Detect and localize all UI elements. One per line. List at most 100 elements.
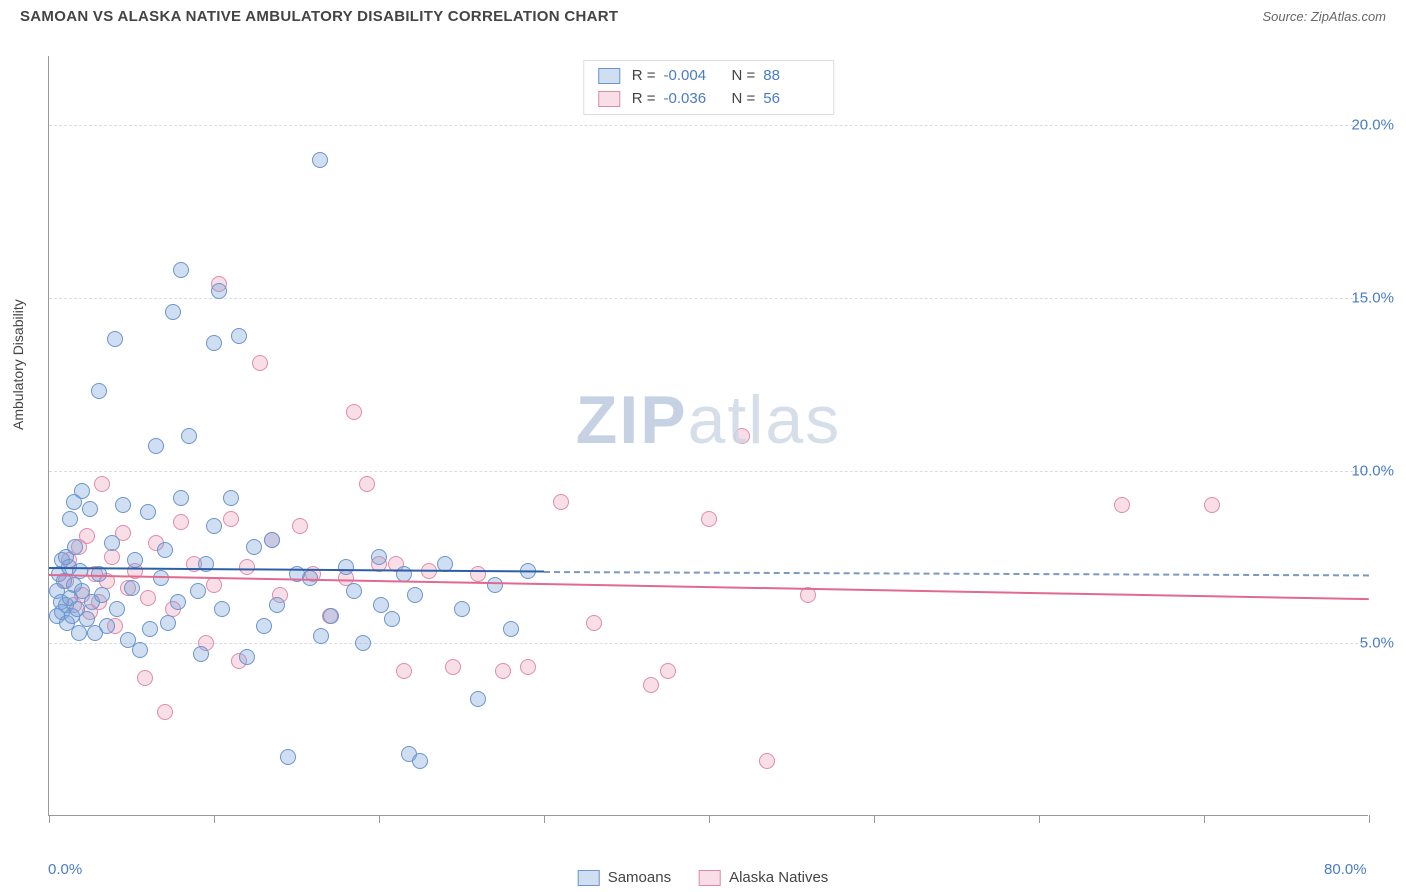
x-tick — [874, 815, 875, 823]
data-point — [109, 601, 125, 617]
data-point — [115, 497, 131, 513]
data-point — [165, 304, 181, 320]
data-point — [338, 559, 354, 575]
legend-item-samoans: Samoans — [578, 869, 671, 886]
trend-line — [544, 571, 1369, 576]
data-point — [371, 549, 387, 565]
data-point — [660, 663, 676, 679]
scatter-chart: ZIPatlas R = -0.004 N = 88 R = -0.036 N … — [48, 56, 1368, 816]
data-point — [701, 511, 717, 527]
data-point — [359, 476, 375, 492]
data-point — [454, 601, 470, 617]
data-point — [495, 663, 511, 679]
data-point — [99, 618, 115, 634]
y-tick-label: 20.0% — [1351, 117, 1394, 134]
data-point — [280, 749, 296, 765]
data-point — [82, 501, 98, 517]
x-tick — [709, 815, 710, 823]
data-point — [140, 504, 156, 520]
legend-item-alaska: Alaska Natives — [699, 869, 828, 886]
data-point — [67, 539, 83, 555]
x-tick-label: 0.0% — [48, 861, 82, 878]
x-tick — [214, 815, 215, 823]
x-tick — [1039, 815, 1040, 823]
data-point — [246, 539, 262, 555]
x-tick — [379, 815, 380, 823]
data-point — [373, 597, 389, 613]
data-point — [302, 570, 318, 586]
data-point — [74, 483, 90, 499]
chart-title: SAMOAN VS ALASKA NATIVE AMBULATORY DISAB… — [20, 8, 618, 25]
x-tick — [1204, 815, 1205, 823]
data-point — [313, 628, 329, 644]
data-point — [223, 511, 239, 527]
data-point — [520, 659, 536, 675]
y-tick-label: 15.0% — [1351, 289, 1394, 306]
data-point — [157, 704, 173, 720]
data-point — [384, 611, 400, 627]
data-point — [142, 621, 158, 637]
data-point — [734, 428, 750, 444]
data-point — [256, 618, 272, 634]
data-point — [445, 659, 461, 675]
data-point — [292, 518, 308, 534]
y-axis-label: Ambulatory Disability — [10, 299, 26, 430]
data-point — [107, 331, 123, 347]
data-point — [223, 490, 239, 506]
gridline — [49, 298, 1368, 299]
data-point — [312, 152, 328, 168]
swatch-icon — [699, 870, 721, 886]
data-point — [759, 753, 775, 769]
trend-line — [49, 574, 1369, 600]
data-point — [104, 549, 120, 565]
data-point — [346, 404, 362, 420]
data-point — [346, 583, 362, 599]
data-point — [148, 438, 164, 454]
data-point — [94, 587, 110, 603]
correlation-legend: R = -0.004 N = 88 R = -0.036 N = 56 — [583, 60, 835, 115]
gridline — [49, 471, 1368, 472]
data-point — [62, 511, 78, 527]
data-point — [206, 518, 222, 534]
data-point — [173, 514, 189, 530]
data-point — [553, 494, 569, 510]
data-point — [239, 649, 255, 665]
data-point — [71, 625, 87, 641]
gridline — [49, 125, 1368, 126]
data-point — [124, 580, 140, 596]
x-tick — [1369, 815, 1370, 823]
data-point — [206, 335, 222, 351]
swatch-icon — [598, 68, 620, 84]
y-tick-label: 5.0% — [1360, 635, 1394, 652]
data-point — [252, 355, 268, 371]
watermark: ZIPatlas — [576, 381, 841, 459]
data-point — [132, 642, 148, 658]
swatch-icon — [598, 91, 620, 107]
legend-row-alaska: R = -0.036 N = 56 — [598, 88, 820, 111]
data-point — [412, 753, 428, 769]
x-tick — [544, 815, 545, 823]
data-point — [643, 677, 659, 693]
data-point — [231, 328, 247, 344]
data-point — [181, 428, 197, 444]
y-tick-label: 10.0% — [1351, 462, 1394, 479]
data-point — [173, 262, 189, 278]
data-point — [214, 601, 230, 617]
data-point — [137, 670, 153, 686]
data-point — [264, 532, 280, 548]
series-legend: Samoans Alaska Natives — [578, 869, 829, 886]
data-point — [160, 615, 176, 631]
data-point — [127, 552, 143, 568]
swatch-icon — [578, 870, 600, 886]
data-point — [157, 542, 173, 558]
gridline — [49, 643, 1368, 644]
data-point — [170, 594, 186, 610]
data-point — [140, 590, 156, 606]
legend-row-samoans: R = -0.004 N = 88 — [598, 65, 820, 88]
source-text: Source: ZipAtlas.com — [1262, 9, 1386, 24]
data-point — [1114, 497, 1130, 513]
data-point — [407, 587, 423, 603]
data-point — [1204, 497, 1220, 513]
x-tick-label: 80.0% — [1324, 861, 1367, 878]
data-point — [470, 691, 486, 707]
